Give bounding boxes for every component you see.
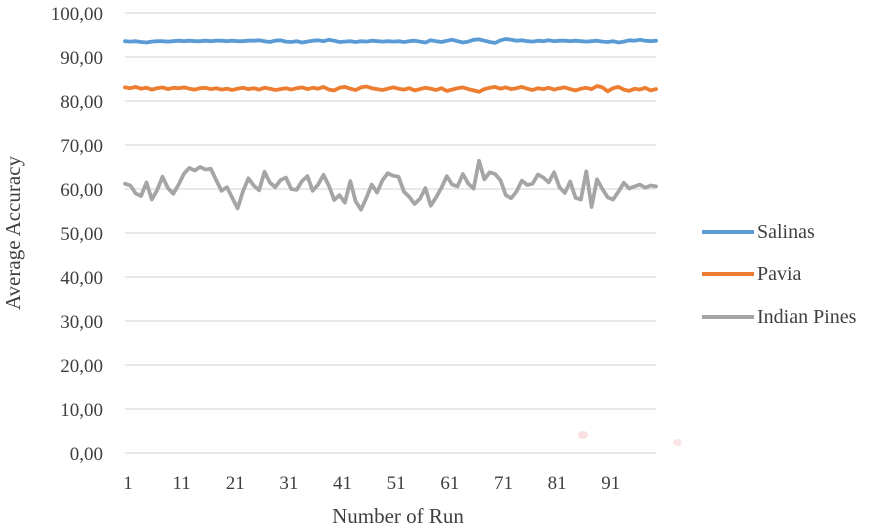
series-line-indian-pines [123,158,658,212]
x-axis-tick-labels: 1 11 21 31 41 51 61 71 81 91 [123,473,620,494]
y-axis-title: Average Accuracy [1,155,25,310]
y-tick-label: 90,00 [60,48,103,69]
y-axis-tick-labels: 0,00 10,00 20,00 30,00 40,00 50,00 60,00 70,00 8… [51,4,103,465]
legend-label: Salinas [757,221,815,243]
gridlines [125,12,656,454]
x-tick-label: 11 [172,473,190,494]
y-tick-label: 10,00 [60,400,103,421]
x-tick-label: 21 [226,473,245,494]
legend-swatch-indian-pines [702,314,754,320]
x-tick-label: 31 [279,473,298,494]
series-lines [123,37,658,212]
series-line-salinas [123,37,658,45]
x-tick-label: 71 [494,473,513,494]
y-tick-label: 30,00 [60,312,103,333]
x-tick-label: 51 [387,473,406,494]
x-tick-label: 81 [548,473,567,494]
legend-swatch-salinas [702,229,754,235]
legend-swatch-pavia [702,271,754,277]
y-tick-label: 70,00 [60,136,103,157]
x-axis-title: Number of Run [332,504,464,528]
series-line-pavia [123,84,658,94]
x-tick-label: 41 [333,473,352,494]
y-tick-label: 60,00 [60,180,103,201]
y-tick-label: 0,00 [70,444,103,465]
y-tick-label: 50,00 [60,224,103,245]
legend-label: Indian Pines [757,306,857,328]
x-tick-label: 1 [123,473,133,494]
y-tick-label: 20,00 [60,356,103,377]
x-tick-label: 91 [601,473,620,494]
y-tick-label: 40,00 [60,268,103,289]
y-tick-label: 100,00 [51,4,103,25]
legend-item-salinas: Salinas [702,222,815,242]
y-tick-label: 80,00 [60,92,103,113]
legend-item-pavia: Pavia [702,264,801,284]
watermark-dot [578,431,588,439]
legend-item-indian-pines: Indian Pines [702,307,856,327]
watermark-dot [673,439,682,446]
legend-label: Pavia [757,263,802,285]
x-tick-label: 61 [440,473,459,494]
